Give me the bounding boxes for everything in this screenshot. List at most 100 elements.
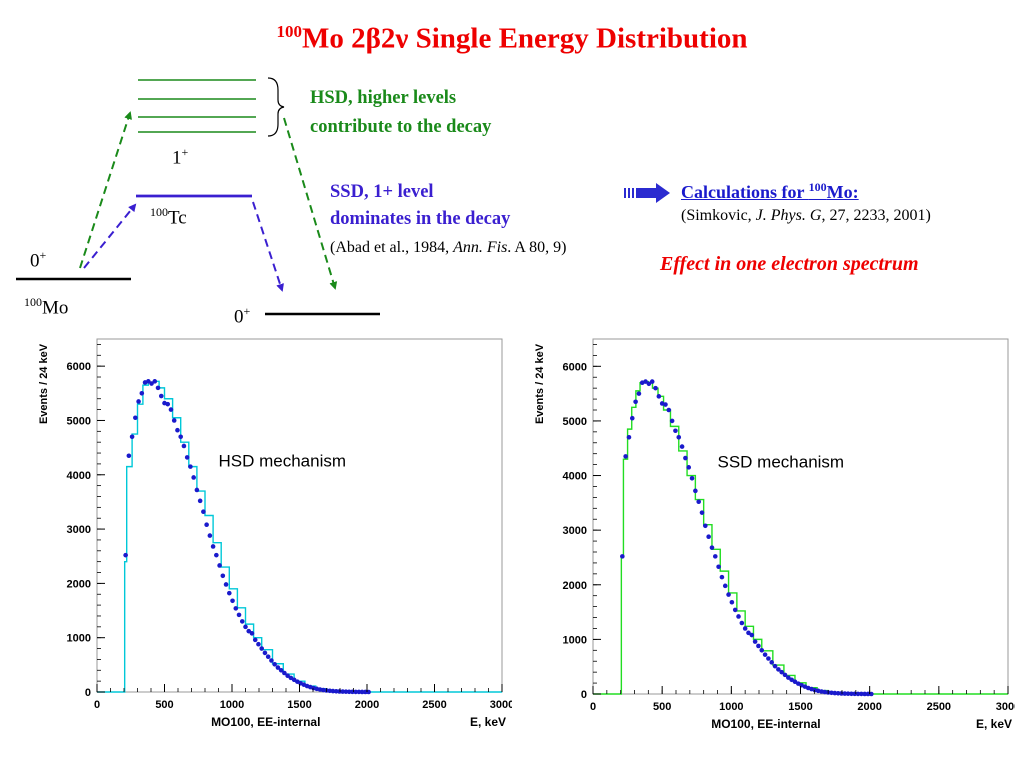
data-point bbox=[666, 407, 672, 413]
calc-ref-pre: (Simkovic, bbox=[681, 207, 756, 224]
data-point bbox=[706, 534, 711, 540]
data-point bbox=[269, 658, 274, 663]
data-point bbox=[149, 381, 154, 386]
data-point bbox=[256, 641, 261, 647]
data-point bbox=[832, 690, 838, 696]
calc-head-sup: 100 bbox=[808, 180, 827, 194]
tc-sup: 100 bbox=[150, 205, 168, 219]
y-axis-label: Events / 24 keV bbox=[38, 343, 50, 424]
data-point bbox=[699, 510, 705, 515]
y-tick-label: 5000 bbox=[563, 416, 587, 428]
ssd-ref-post: . A 80, 9) bbox=[507, 239, 567, 256]
data-point bbox=[749, 632, 755, 638]
data-point bbox=[636, 391, 642, 396]
data-point bbox=[210, 544, 216, 549]
data-point bbox=[869, 691, 874, 697]
page-title: 100Mo 2β2ν Single Energy Distribution bbox=[0, 22, 1024, 56]
data-point bbox=[133, 415, 138, 421]
y-tick-label: 1000 bbox=[563, 634, 587, 646]
data-point bbox=[230, 598, 235, 604]
data-point bbox=[686, 465, 692, 470]
data-point bbox=[243, 624, 248, 630]
x-axis-unit-label: E, keV bbox=[470, 715, 506, 729]
data-point bbox=[623, 454, 628, 459]
data-point bbox=[696, 499, 701, 505]
data-point bbox=[204, 522, 209, 528]
data-point bbox=[865, 691, 871, 697]
x-axis-label: MO100, EE-internal bbox=[711, 717, 820, 731]
data-point bbox=[742, 626, 748, 631]
right-arrow-icon bbox=[624, 183, 670, 203]
hsd-arrow-up bbox=[79, 111, 132, 269]
ru-0plus-text: 0 bbox=[234, 306, 244, 328]
x-tick-label: 3000 bbox=[996, 701, 1015, 713]
data-point bbox=[782, 672, 788, 678]
level-1plus-label: 1+ bbox=[172, 145, 188, 169]
ru-0plus-sup: + bbox=[243, 304, 251, 318]
data-point bbox=[716, 564, 721, 570]
data-point bbox=[726, 592, 731, 597]
y-tick-label: 4000 bbox=[67, 470, 91, 482]
x-tick-label: 1500 bbox=[287, 699, 311, 711]
hsd-description: HSD, higher levels contribute to the dec… bbox=[310, 84, 491, 142]
data-point bbox=[356, 689, 362, 695]
data-point bbox=[191, 475, 196, 480]
hsd-spectrum-chart: 0 500 1000 1500 2000 2500 3000 0 1000 2000 3000 400… bbox=[38, 338, 512, 729]
level-1plus-sup: + bbox=[181, 145, 189, 159]
x-tick-label: 1000 bbox=[719, 701, 743, 713]
plot-frame bbox=[592, 338, 1009, 695]
calc-ref-journal: J. Phys. G bbox=[755, 207, 822, 224]
data-point bbox=[786, 675, 791, 680]
data-point bbox=[178, 434, 183, 440]
hsd-arrow-down bbox=[283, 117, 338, 290]
histogram-line bbox=[97, 380, 502, 693]
data-point bbox=[353, 689, 358, 695]
data-point bbox=[649, 379, 655, 384]
ssd-arrow-up bbox=[83, 203, 137, 269]
data-point bbox=[265, 654, 271, 659]
data-point bbox=[262, 650, 268, 656]
y-tick-label: 3000 bbox=[67, 524, 91, 536]
mechanism-annotation: HSD mechanism bbox=[219, 452, 347, 471]
data-point bbox=[184, 455, 190, 460]
data-point bbox=[769, 660, 775, 665]
data-point bbox=[669, 418, 675, 424]
data-point bbox=[859, 691, 864, 697]
data-point bbox=[762, 652, 768, 657]
ssd-ref-pre: (Abad et al., 1984, bbox=[330, 239, 454, 256]
data-point bbox=[703, 523, 708, 529]
tc-label: 100Tc bbox=[150, 205, 187, 229]
data-point bbox=[333, 688, 339, 694]
title-text: Mo 2β2ν Single Energy Distribution bbox=[301, 22, 748, 55]
data-point bbox=[842, 691, 848, 696]
data-point bbox=[194, 487, 200, 493]
data-point bbox=[346, 689, 352, 695]
ssd-spectrum-chart: 0 500 1000 1500 2000 2500 3000 0 1000 2000 3000 400… bbox=[534, 338, 1015, 731]
hsd-line-1: HSD, higher levels bbox=[310, 88, 457, 108]
x-tick-label: 0 bbox=[94, 699, 100, 711]
data-point bbox=[845, 691, 851, 696]
data-point bbox=[653, 385, 658, 391]
data-point bbox=[776, 667, 781, 672]
mechanism-annotation: SSD mechanism bbox=[718, 452, 845, 471]
data-point bbox=[746, 630, 751, 636]
y-axis-label: Events / 24 keV bbox=[534, 343, 546, 424]
data-point bbox=[188, 464, 193, 469]
ssd-ref-journal: Ann. Fis bbox=[453, 239, 508, 256]
data-point bbox=[123, 552, 128, 558]
data-point bbox=[168, 407, 174, 412]
histogram-line bbox=[593, 380, 1008, 695]
data-point bbox=[217, 563, 222, 568]
ru-0plus-label: 0+ bbox=[234, 304, 250, 328]
ssd-description: SSD, 1+ level dominates in the decay bbox=[330, 179, 510, 233]
data-point bbox=[779, 669, 784, 675]
x-tick-label: 2500 bbox=[422, 699, 446, 711]
level-1plus-text: 1 bbox=[172, 147, 182, 169]
data-point bbox=[201, 509, 206, 514]
data-point bbox=[152, 379, 158, 384]
hsd-line-2: contribute to the decay bbox=[310, 117, 492, 137]
data-point bbox=[656, 394, 662, 399]
data-point bbox=[197, 498, 203, 504]
data-point bbox=[633, 399, 638, 405]
plot-frame bbox=[96, 338, 503, 693]
